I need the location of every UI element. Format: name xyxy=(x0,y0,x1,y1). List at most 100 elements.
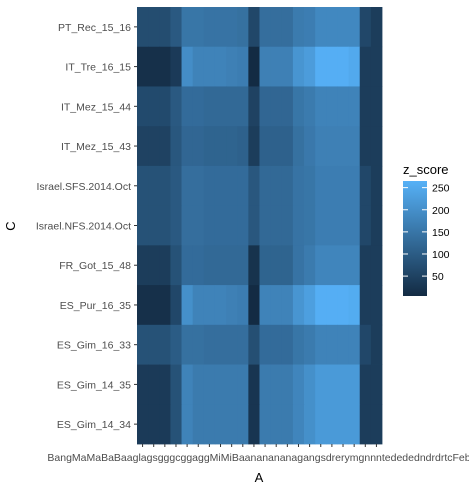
legend-ticks: 50 100 150 200 250 xyxy=(403,183,450,283)
heatmap-cell xyxy=(214,285,227,326)
heatmap-cell xyxy=(315,324,327,365)
heatmap-cell xyxy=(292,165,305,207)
heatmap-cell xyxy=(326,404,338,445)
heatmap-cell xyxy=(270,245,283,286)
heatmap-cell xyxy=(259,205,272,246)
heatmap-cell xyxy=(259,245,272,286)
heatmap-cell xyxy=(281,245,294,286)
heatmap-cell xyxy=(370,285,383,326)
heatmap-cell xyxy=(214,46,227,87)
heatmap-cell xyxy=(226,364,238,405)
heatmap-cell xyxy=(315,404,327,445)
heatmap-cell xyxy=(281,86,294,127)
heatmap-cell xyxy=(137,165,149,207)
heatmap-cell xyxy=(292,86,305,127)
heatmap-cells xyxy=(137,7,383,445)
heatmap-cell xyxy=(270,86,283,127)
heatmap-cell xyxy=(248,46,260,87)
heatmap-cell xyxy=(337,7,349,48)
heatmap-cell xyxy=(315,86,327,127)
heatmap-cell xyxy=(337,46,349,87)
heatmap-cell xyxy=(359,364,372,405)
heatmap-cell xyxy=(170,86,182,127)
heatmap-cell xyxy=(292,404,305,445)
heatmap-cell xyxy=(159,364,171,405)
heatmap-cell xyxy=(304,285,316,326)
heatmap-cell xyxy=(281,7,294,48)
heatmap-cell xyxy=(359,404,372,445)
heatmap-cell xyxy=(237,245,249,286)
heatmap-cell xyxy=(226,205,238,246)
heatmap-cell xyxy=(214,7,227,48)
heatmap-cell xyxy=(226,245,238,286)
heatmap-cell xyxy=(192,86,205,127)
heatmap-cell xyxy=(304,86,316,127)
heatmap-cell xyxy=(170,404,182,445)
heatmap-cell xyxy=(248,126,260,167)
heatmap-cell xyxy=(203,245,216,286)
y-tick-label: ES_Gim_14_35 xyxy=(57,379,131,391)
heatmap-cell xyxy=(359,324,372,365)
heatmap-cell xyxy=(192,7,205,48)
heatmap-cell xyxy=(348,7,361,48)
heatmap-cell xyxy=(359,285,372,326)
heatmap-cell xyxy=(237,126,249,167)
heatmap-cell xyxy=(259,324,272,365)
heatmap-cell xyxy=(181,126,194,167)
heatmap-cell xyxy=(281,285,294,326)
heatmap-cell xyxy=(270,285,283,326)
heatmap-cell xyxy=(170,126,182,167)
heatmap-cell xyxy=(192,364,205,405)
heatmap-cell xyxy=(348,46,361,87)
heatmap-cell xyxy=(137,7,149,48)
heatmap-cell xyxy=(148,7,160,48)
heatmap-cell xyxy=(315,7,327,48)
heatmap-cell xyxy=(270,205,283,246)
heatmap-cell xyxy=(226,165,238,207)
heatmap-cell xyxy=(270,404,283,445)
heatmap-cell xyxy=(281,126,294,167)
heatmap-cell xyxy=(237,7,249,48)
heatmap-cell xyxy=(359,165,372,207)
heatmap-cell xyxy=(181,285,194,326)
heatmap-cell xyxy=(270,7,283,48)
heatmap-cell xyxy=(281,404,294,445)
heatmap-cell xyxy=(292,205,305,246)
heatmap-cell xyxy=(359,205,372,246)
heatmap-cell xyxy=(137,86,149,127)
heatmap-cell xyxy=(214,126,227,167)
heatmap-cell xyxy=(137,126,149,167)
heatmap-cell xyxy=(137,245,149,286)
heatmap-cell xyxy=(259,46,272,87)
heatmap-cell xyxy=(304,7,316,48)
heatmap-cell xyxy=(270,364,283,405)
heatmap-cell xyxy=(270,46,283,87)
heatmap-cell xyxy=(326,165,338,207)
heatmap-cell xyxy=(348,324,361,365)
heatmap-cell xyxy=(181,364,194,405)
heatmap-cell xyxy=(326,205,338,246)
heatmap-cell xyxy=(226,46,238,87)
legend-tick-label: 50 xyxy=(432,271,444,283)
heatmap-cell xyxy=(203,324,216,365)
heatmap-cell xyxy=(359,7,372,48)
heatmap-cell xyxy=(137,205,149,246)
heatmap-cell xyxy=(226,285,238,326)
heatmap-cell xyxy=(237,285,249,326)
heatmap-cell xyxy=(181,86,194,127)
y-axis-ticks: PT_Rec_15_16 IT_Tre_16_15 IT_Mez_15_44 IT_M… xyxy=(36,22,137,431)
heatmap-cell xyxy=(259,126,272,167)
heatmap-cell xyxy=(181,205,194,246)
heatmap-cell xyxy=(203,86,216,127)
heatmap-cell xyxy=(214,364,227,405)
heatmap-cell xyxy=(315,205,327,246)
heatmap-cell xyxy=(159,86,171,127)
y-tick-label: FR_Got_15_48 xyxy=(59,260,131,272)
heatmap-cell xyxy=(304,324,316,365)
heatmap-cell xyxy=(181,404,194,445)
heatmap-cell xyxy=(315,165,327,207)
heatmap-cell xyxy=(348,165,361,207)
heatmap-cell xyxy=(315,364,327,405)
heatmap-cell xyxy=(348,245,361,286)
